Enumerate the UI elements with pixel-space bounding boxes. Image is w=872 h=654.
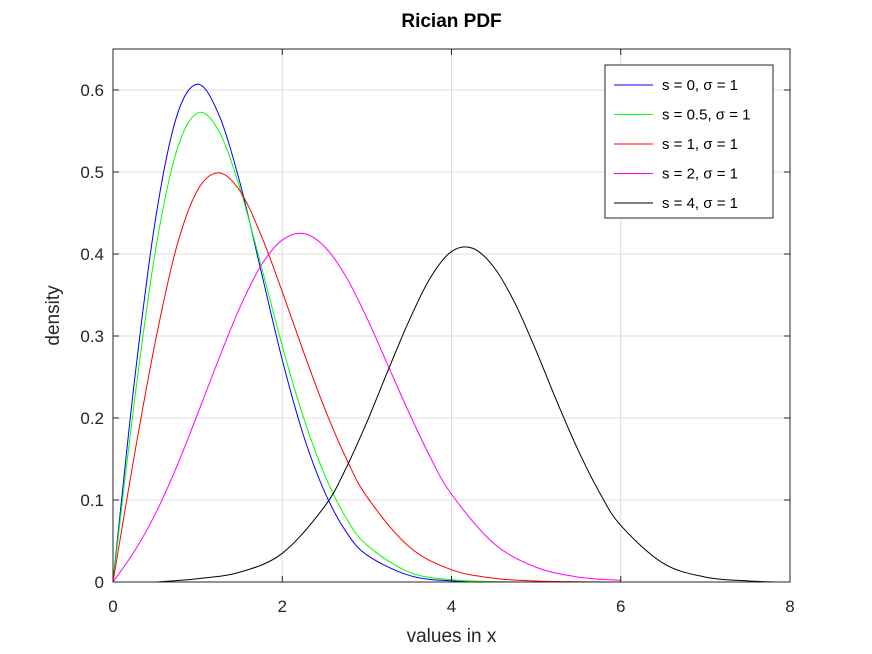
series-line-3 [112,232,621,583]
legend: s = 0, σ = 1 s = 0.5, σ = 1 s = 1, σ = 1 s … [604,64,774,219]
x-tick-label: 8 [785,597,794,616]
legend-label-0: s = 0, σ = 1 [662,77,738,94]
chart-title: Rician PDF [401,11,501,32]
y-axis-title: density [43,285,64,346]
legend-label-2: s = 1, σ = 1 [662,136,738,153]
y-tick-label: 0.1 [80,491,104,510]
y-tick-label: 0.3 [80,327,104,346]
axis-ticks: 0 2 4 6 8 0 0.1 0.2 0.3 0.4 0.5 0.6 [80,49,795,616]
x-tick-label: 0 [108,597,117,616]
legend-label-4: s = 4, σ = 1 [662,195,738,212]
y-tick-label: 0.6 [80,81,104,100]
y-tick-label: 0.2 [80,409,104,428]
series-lines [112,83,778,583]
y-tick-label: 0.5 [80,163,104,182]
legend-box [604,64,774,219]
x-axis-title: values in x [407,626,497,647]
legend-label-1: s = 0.5, σ = 1 [662,107,750,124]
x-tick-label: 6 [616,597,625,616]
legend-label-3: s = 2, σ = 1 [662,166,738,183]
series-line-0 [112,83,537,583]
series-line-2 [112,172,621,583]
y-tick-label: 0 [95,573,104,592]
x-tick-label: 4 [447,597,456,616]
series-line-4 [155,246,778,583]
x-tick-label: 2 [278,597,287,616]
series-line-1 [112,111,537,583]
y-tick-label: 0.4 [80,245,104,264]
